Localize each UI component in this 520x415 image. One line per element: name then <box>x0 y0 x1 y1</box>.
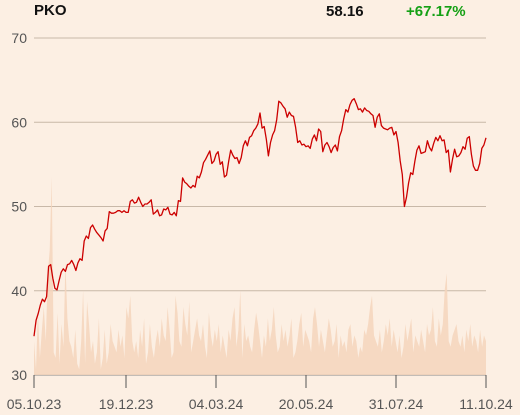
axes: 30 40 50 60 70 05.10.23 19.12.23 04.03.24 20.05.… <box>7 30 513 412</box>
y-tick-label: 40 <box>11 283 27 299</box>
x-tick-label: 19.12.23 <box>99 396 154 412</box>
price-series-line <box>33 98 487 337</box>
ticker-symbol: PKO <box>34 2 67 19</box>
y-tick-label: 50 <box>11 199 27 215</box>
x-tick-label: 11.10.24 <box>459 396 513 412</box>
price-line <box>33 98 487 337</box>
x-tick-label: 20.05.24 <box>279 396 334 412</box>
last-price: 58.16 <box>326 3 364 20</box>
grid-lines <box>34 37 486 376</box>
x-tick-label: 04.03.24 <box>189 396 244 412</box>
x-tick-label: 31.07.24 <box>369 396 424 412</box>
y-tick-label: 60 <box>11 114 27 130</box>
y-tick-label: 30 <box>11 367 27 383</box>
volume-area <box>34 177 486 375</box>
x-tick-label: 05.10.23 <box>7 396 62 412</box>
volume-fill <box>34 177 486 375</box>
price-change: +67.17% <box>406 3 466 20</box>
y-tick-label: 70 <box>11 30 27 46</box>
